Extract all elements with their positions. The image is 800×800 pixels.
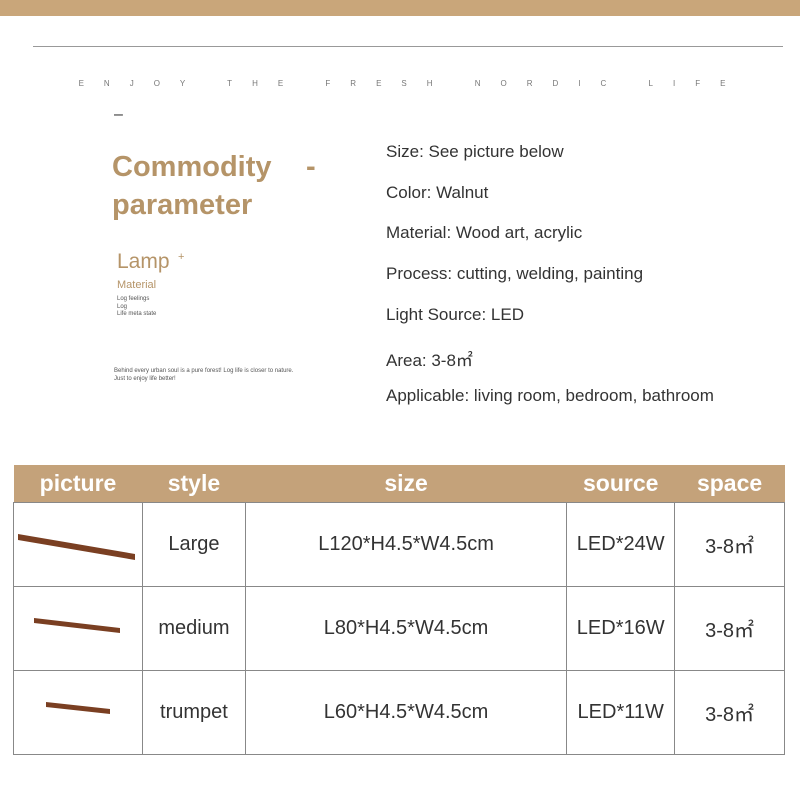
small-line: Log feelings: [117, 296, 150, 302]
top-bar: [0, 0, 800, 16]
lamp-image: [46, 701, 110, 714]
lamp: Lamp: [117, 250, 170, 273]
header-cell: source: [566, 465, 675, 503]
spec: Color: Walnut: [386, 182, 489, 202]
rule: [33, 46, 783, 47]
header-cell: size: [245, 465, 567, 503]
material: Material: [117, 279, 157, 291]
lamp-image: [18, 533, 135, 560]
slogan: Behind every urban soul is a pure forest…: [114, 367, 293, 383]
heading: parameter: [112, 189, 253, 221]
cell: LED*11W: [566, 670, 676, 755]
cell: L60*H4.5*W4.5cm: [244, 670, 568, 755]
cell: medium: [142, 586, 246, 671]
spec: Area: 3-8㎡: [386, 350, 473, 370]
tagline-text: ENJOY THE FRESH NORDIC LIFE: [78, 79, 746, 88]
slogan-line: Behind every urban soul is a pure forest…: [114, 368, 294, 374]
small-line: Life meta state: [117, 311, 157, 317]
spec: Applicable: living room, bedroom, bathro…: [386, 386, 714, 406]
cell: 3-8㎡: [674, 586, 785, 671]
cell: LED*16W: [566, 586, 676, 671]
cell: L120*H4.5*W4.5cm: [244, 502, 568, 587]
row: medium L80*H4.5*W4.5cm LED*16W 3-8㎡: [13, 586, 785, 671]
heading: -: [306, 151, 316, 183]
cell: trumpet: [142, 670, 246, 755]
spec: Light Source: LED: [386, 304, 524, 324]
row: Large L120*H4.5*W4.5cm LED*24W 3-8㎡: [13, 502, 785, 587]
header-cell: space: [674, 465, 785, 503]
picture-cell: [13, 502, 143, 587]
cell: Large: [142, 502, 246, 587]
cell: LED*24W: [566, 502, 676, 587]
lamp-image: [34, 617, 120, 633]
dash: –: [114, 106, 123, 123]
picture-cell: [13, 670, 143, 755]
spec: Size: See picture below: [386, 142, 564, 161]
heading: Commodity: [112, 151, 272, 183]
tagline: ENJOY THE FRESH NORDIC LIFE: [42, 79, 782, 88]
header-cell: style: [142, 465, 246, 503]
spec: Process: cutting, welding, painting: [386, 264, 644, 284]
table: picture style size source space Large L120*H4.…: [13, 465, 785, 755]
cell: 3-8㎡: [674, 670, 785, 755]
header-cell: picture: [13, 465, 143, 503]
lamp-sup: +: [178, 251, 185, 263]
cell: 3-8㎡: [674, 502, 785, 587]
cell: L80*H4.5*W4.5cm: [244, 586, 568, 671]
row: trumpet L60*H4.5*W4.5cm LED*11W 3-8㎡: [13, 670, 785, 755]
small-line: Log: [117, 303, 128, 310]
picture-cell: [13, 586, 143, 671]
spec: Material: Wood art, acrylic: [386, 223, 583, 243]
slogan-line: Just to enjoy life better!: [114, 376, 176, 382]
small-lines: Log feelings Log Life meta state: [117, 296, 156, 319]
